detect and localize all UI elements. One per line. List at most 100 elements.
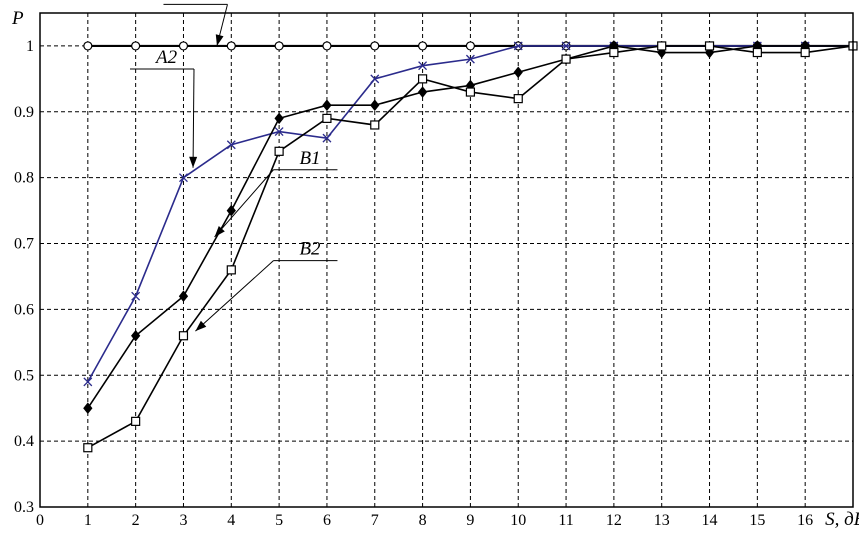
marker-x (370, 74, 380, 84)
marker-x (561, 41, 571, 51)
marker-diamond (370, 99, 380, 112)
x-tick-label: 10 (510, 512, 526, 529)
marker-x (322, 133, 332, 143)
series-label-text: B1 (299, 148, 320, 169)
marker-x-stroke (131, 291, 141, 301)
x-tick-label: 8 (419, 512, 427, 529)
x-tick-label: 16 (797, 512, 813, 529)
marker-x-stroke (274, 127, 284, 137)
x-tick-label: 2 (132, 512, 140, 529)
series-label-text: A2 (154, 47, 178, 68)
plot-frame (39, 12, 854, 508)
marker-x (179, 173, 188, 183)
marker-x-stroke (179, 173, 188, 183)
marker-x-stroke (561, 41, 571, 51)
marker-square (465, 87, 476, 97)
marker-diamond (513, 66, 523, 79)
series-label-text: A1 (187, 0, 210, 3)
label-arrowhead (189, 156, 198, 168)
marker-square (561, 54, 571, 64)
x-tick-label: 15 (749, 512, 765, 529)
y-tick-label: 0.5 (14, 367, 34, 384)
marker-diamond (83, 402, 93, 415)
marker-square (417, 74, 428, 84)
y-tick-label: 0.9 (14, 104, 34, 121)
label-leader (192, 68, 195, 168)
y-tick-label: 0.8 (14, 170, 34, 187)
series-label-B1: B1 (214, 148, 338, 238)
marker-circle (83, 41, 93, 51)
series-label-text: B2 (299, 239, 321, 260)
marker-x-stroke (465, 54, 475, 64)
series-B2 (83, 41, 858, 453)
marker-circle (226, 41, 236, 51)
marker-circle (322, 41, 332, 51)
marker-diamond (178, 290, 189, 303)
series-labels: A1 A2 B1 B2 (129, 0, 338, 332)
label-leader (214, 169, 274, 238)
x-tick-label: 0 (36, 512, 44, 529)
marker-circle (131, 41, 141, 51)
marker-diamond (274, 112, 284, 125)
marker-square (178, 331, 189, 341)
marker-x-stroke (418, 61, 428, 71)
marker-square (513, 94, 523, 104)
marker-x (418, 61, 428, 71)
x-tick-label: 7 (371, 512, 379, 529)
marker-square (704, 41, 715, 51)
marker-x-stroke (226, 140, 236, 150)
marker-square (752, 47, 762, 58)
y-tick-label: 0.4 (14, 433, 34, 450)
series-layer (83, 40, 858, 453)
marker-square (800, 47, 810, 58)
marker-square (370, 120, 380, 130)
marker-diamond (131, 329, 141, 342)
marker-x (274, 127, 284, 137)
label-arrowhead (214, 226, 225, 237)
marker-square (657, 41, 667, 51)
marker-square (131, 416, 141, 426)
x-tick-label: 5 (275, 512, 283, 529)
marker-square (274, 146, 284, 156)
marker-x (131, 291, 141, 301)
series-label-B2: B2 (195, 239, 338, 332)
marker-square (226, 265, 236, 275)
label-arrowhead (195, 320, 207, 332)
x-axis-label: S, дБ (825, 509, 859, 530)
marker-circle (417, 41, 428, 51)
marker-circle (465, 41, 476, 51)
y-tick-label: 0.6 (14, 301, 34, 318)
x-tick-label: 1 (84, 512, 92, 529)
label-leader (195, 260, 274, 332)
y-tick-label: 0.3 (14, 499, 34, 516)
marker-diamond (226, 204, 236, 217)
y-axis-label: P (11, 8, 24, 29)
x-tick-label: 12 (606, 512, 622, 529)
marker-x (513, 41, 523, 51)
series-label-A2: A2 (129, 47, 198, 168)
x-tick-label: 9 (466, 512, 474, 529)
y-tick-label: 0.7 (14, 236, 34, 253)
marker-x (226, 140, 236, 150)
marker-circle (178, 41, 189, 51)
x-tick-label: 3 (179, 512, 187, 529)
x-tick-label: 14 (702, 512, 718, 529)
marker-circle (274, 41, 284, 51)
marker-square (322, 113, 332, 123)
marker-square (609, 47, 619, 58)
grid (40, 13, 853, 507)
x-tick-label: 4 (227, 512, 235, 529)
series-label-A1: A1 (163, 0, 228, 47)
marker-square (83, 443, 93, 453)
marker-diamond (417, 86, 428, 98)
x-tick-label: 11 (558, 512, 573, 529)
x-tick-label: 6 (323, 512, 331, 529)
marker-circle (370, 41, 380, 51)
label-arrowhead (215, 34, 224, 46)
marker-x-stroke (513, 41, 523, 51)
marker-x (465, 54, 475, 64)
marker-x-stroke (322, 133, 332, 143)
x-tick-label: 13 (654, 512, 670, 529)
